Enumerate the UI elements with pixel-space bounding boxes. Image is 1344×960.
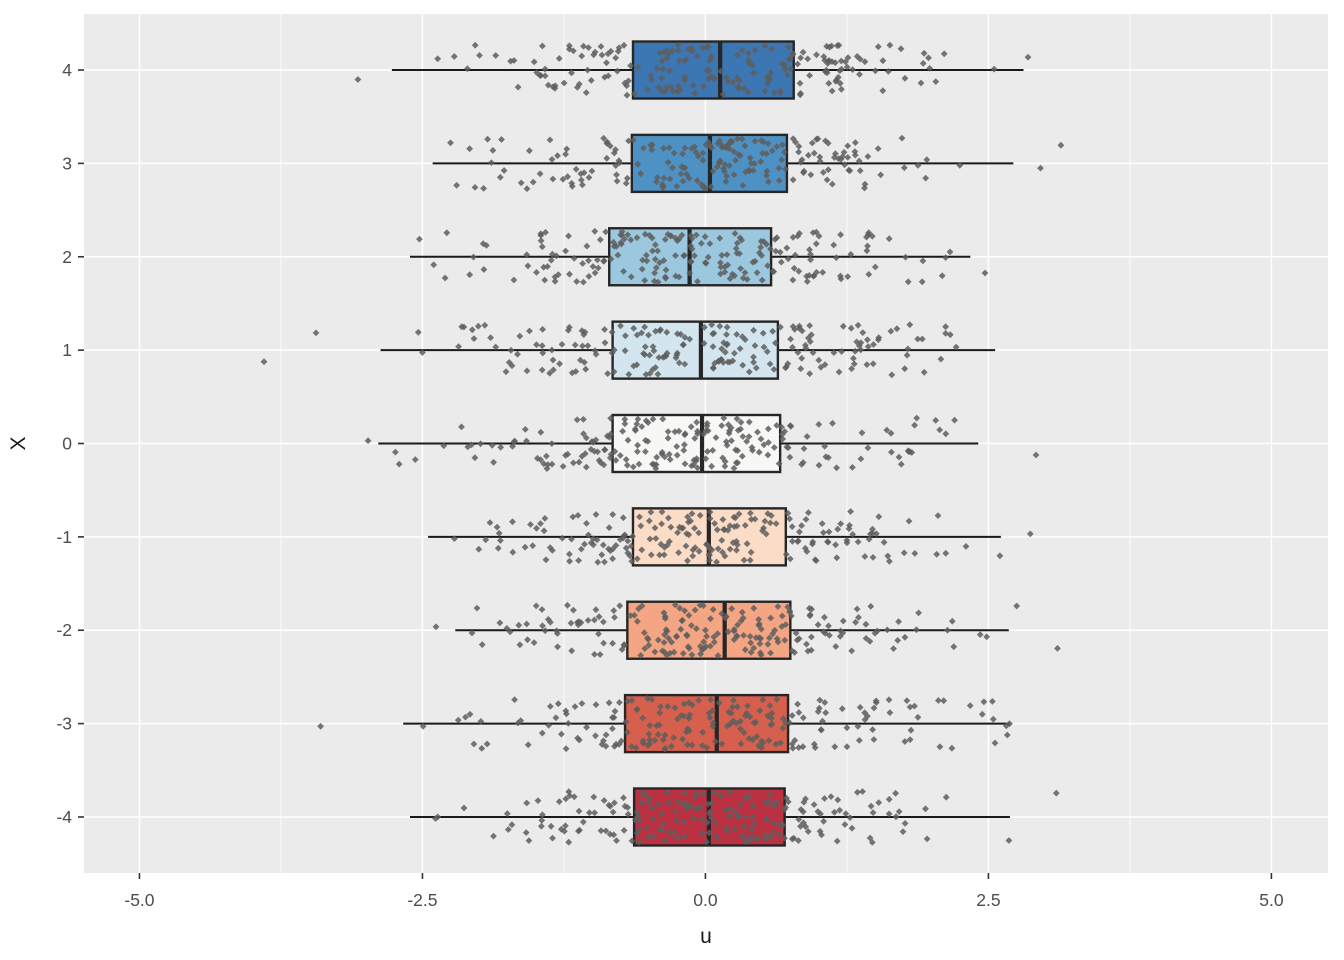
- x-tick-label: -2.5: [407, 890, 437, 910]
- boxplot-group-x3: [432, 133, 1065, 194]
- y-tick-label: -2: [56, 620, 72, 640]
- x-axis: -5.0 -2.5 0.0 2.5 5.0: [124, 873, 1284, 910]
- jitter-points-x-4: [432, 788, 1060, 846]
- jitter-points-x1: [260, 321, 960, 379]
- boxplot-group-x-2: [432, 600, 1061, 660]
- jitter-points-x0: [364, 414, 1040, 472]
- y-tick-label: -1: [56, 527, 72, 547]
- x-tick-label: 2.5: [976, 890, 1000, 910]
- y-tick-label: 3: [62, 153, 72, 173]
- y-tick-label: 4: [62, 60, 72, 80]
- y-axis-title: X: [7, 436, 30, 450]
- y-tick-label: 2: [62, 247, 72, 267]
- jitter-points-x-1: [451, 508, 1034, 566]
- boxplot-group-x1: [260, 320, 996, 380]
- x-tick-label: 5.0: [1259, 890, 1284, 910]
- y-tick-label: -4: [56, 807, 72, 827]
- x-axis-title: u: [700, 925, 712, 948]
- boxplot-group-x-3: [317, 693, 1013, 754]
- y-tick-label: 0: [62, 434, 72, 454]
- x-tick-label: 0.0: [693, 890, 718, 910]
- jitter-points-x-2: [432, 601, 1061, 659]
- jitter-points-x-3: [317, 695, 1013, 753]
- jitter-points-x3: [447, 134, 1065, 193]
- boxplot-group-x-1: [428, 507, 1034, 567]
- y-axis: 4 3 2 1 0 -1 -2 -3 -4: [56, 60, 84, 827]
- jitter-points-x2: [416, 227, 989, 286]
- boxplot-group-x4: [354, 40, 1032, 100]
- boxplot-group-x2: [409, 227, 989, 287]
- boxplot-group-x0: [364, 413, 1040, 474]
- iqr-box: [626, 600, 792, 660]
- y-tick-label: -3: [56, 714, 72, 734]
- boxplot-group-x-4: [409, 787, 1060, 847]
- y-tick-label: 1: [62, 340, 72, 360]
- x-tick-label: -5.0: [124, 890, 154, 910]
- jitter-points-x4: [354, 41, 1032, 99]
